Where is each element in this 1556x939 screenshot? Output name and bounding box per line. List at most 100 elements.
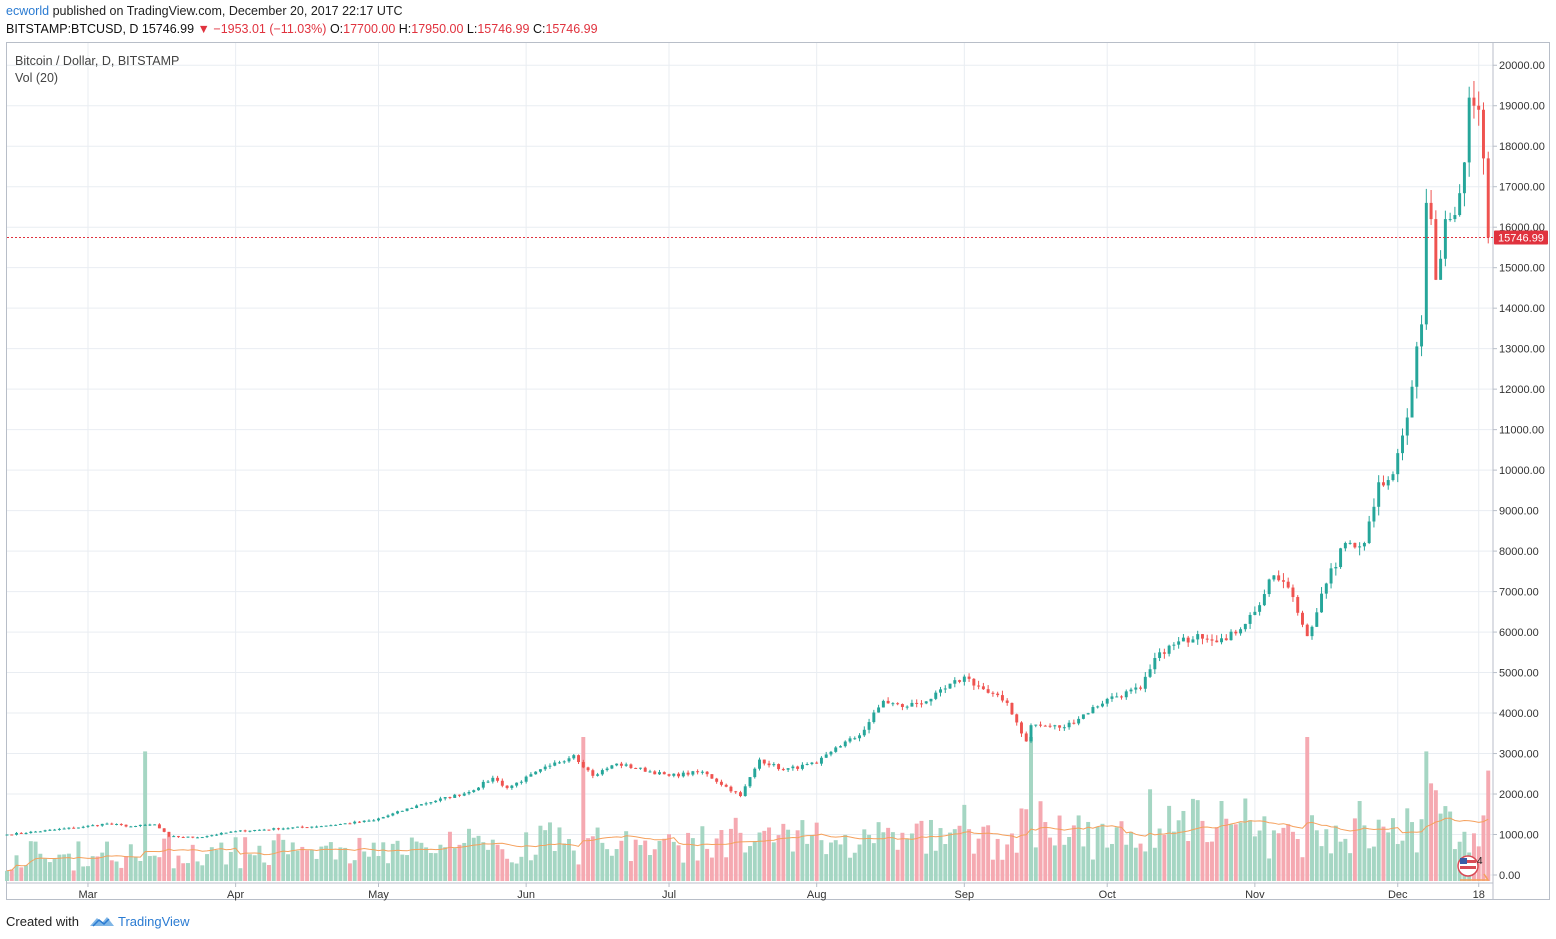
volume-bar — [705, 848, 710, 881]
candle-body — [677, 773, 681, 777]
candle-body — [1434, 219, 1438, 280]
candle-body — [472, 790, 476, 792]
volume-bar — [547, 822, 552, 881]
volume-bar — [728, 828, 733, 881]
volume-bar — [571, 850, 576, 881]
volume-bar — [576, 864, 581, 881]
volume-bar — [205, 854, 210, 881]
volume-bar — [552, 850, 557, 881]
candle-body — [877, 707, 881, 713]
volume-bar — [852, 852, 857, 881]
candle-body — [1148, 669, 1152, 677]
candle-body — [1039, 724, 1043, 726]
candle-body — [724, 784, 728, 787]
volume-bar — [1319, 846, 1324, 881]
volume-bar — [781, 823, 786, 881]
volume-bar — [605, 849, 610, 881]
volume-bar — [557, 827, 562, 881]
chart-frame[interactable] — [6, 42, 1550, 900]
volume-bar — [209, 847, 214, 881]
candle-body — [277, 828, 280, 830]
candle-body — [891, 703, 895, 705]
volume-bar — [443, 847, 448, 881]
volume-bar — [667, 834, 672, 881]
candle-body — [967, 676, 971, 679]
volume-bar — [1200, 820, 1205, 881]
candle-body — [824, 754, 828, 758]
candle-body — [872, 712, 876, 723]
volume-bar — [971, 853, 976, 881]
candle-body — [1310, 626, 1314, 637]
volume-bar — [1414, 852, 1419, 881]
candle-body — [1224, 638, 1228, 641]
y-tick-label: 5000.00 — [1499, 668, 1539, 680]
candle-body — [186, 836, 190, 838]
candle-body — [1462, 162, 1466, 194]
volume-bar — [14, 855, 19, 881]
tradingview-link[interactable]: TradingView — [118, 914, 190, 929]
candle-body — [1177, 641, 1181, 645]
x-tick-label: Nov — [1245, 889, 1265, 901]
volume-bar — [938, 828, 943, 881]
volume-bar — [833, 840, 838, 881]
candle-body — [353, 821, 357, 824]
candle-body — [758, 759, 762, 769]
volume-bar — [1095, 826, 1100, 881]
volume-bar — [962, 804, 967, 881]
author-link[interactable]: ecworld — [6, 4, 50, 18]
candle-body — [1239, 629, 1243, 634]
candle-body — [1210, 639, 1214, 641]
candle-body — [329, 825, 333, 827]
candle-body — [553, 762, 557, 766]
volume-bar — [933, 850, 938, 881]
candle-body — [457, 794, 461, 796]
candle-body — [934, 692, 938, 699]
candle-body — [1215, 640, 1219, 643]
candle-body — [1315, 612, 1319, 627]
candle-body — [767, 763, 771, 766]
candle-body — [76, 827, 80, 829]
badge-arrow-icon — [1460, 873, 1490, 881]
candle-body — [334, 824, 338, 826]
volume-bar — [1086, 821, 1091, 881]
candle-body — [634, 767, 638, 769]
volume-bar — [881, 832, 886, 881]
candle-body — [505, 785, 509, 788]
chart-legend: Bitcoin / Dollar, D, BITSTAMP Vol (20) — [15, 53, 179, 87]
volume-bar — [628, 861, 633, 881]
volume-bar — [38, 853, 43, 881]
candle-body — [1424, 202, 1428, 325]
volume-bar — [414, 841, 419, 881]
candle-body — [215, 834, 219, 836]
candle-body — [1343, 543, 1347, 549]
volume-bar — [1290, 831, 1295, 881]
candle-body — [1481, 109, 1485, 159]
volume-bar — [1033, 847, 1038, 881]
volume-bar — [657, 841, 662, 881]
volume-bar — [1476, 846, 1481, 881]
volume-bar — [719, 830, 724, 881]
y-tick-label: 0.00 — [1499, 870, 1520, 882]
candle-body — [34, 831, 38, 833]
candle-body — [1324, 583, 1328, 594]
candle-body — [1243, 623, 1247, 630]
volume-bar — [1481, 815, 1486, 881]
volume-bar — [619, 840, 624, 881]
price-axis[interactable]: 0.00 1000.00 2000.00 3000.00 4000.00 5000.00 6… — [1493, 60, 1545, 882]
grid-lines — [7, 43, 1493, 883]
candle-body — [1458, 193, 1462, 216]
candle-body — [5, 834, 9, 836]
flag-badge[interactable]: 4 — [1457, 855, 1490, 881]
candle-body — [162, 828, 166, 832]
candle-body — [1281, 580, 1285, 582]
volume-bar — [1157, 828, 1162, 881]
time-axis[interactable]: Mar Apr May Jun Jul Aug Sep Oct Nov Dec 18 — [78, 883, 1485, 901]
volume-bar — [33, 841, 38, 881]
candle-body — [1220, 638, 1223, 643]
candle-body — [196, 837, 199, 839]
volume-bar — [862, 829, 867, 881]
volume-bar — [262, 862, 267, 881]
volume-bar — [114, 861, 119, 881]
volume-bar — [395, 840, 400, 881]
